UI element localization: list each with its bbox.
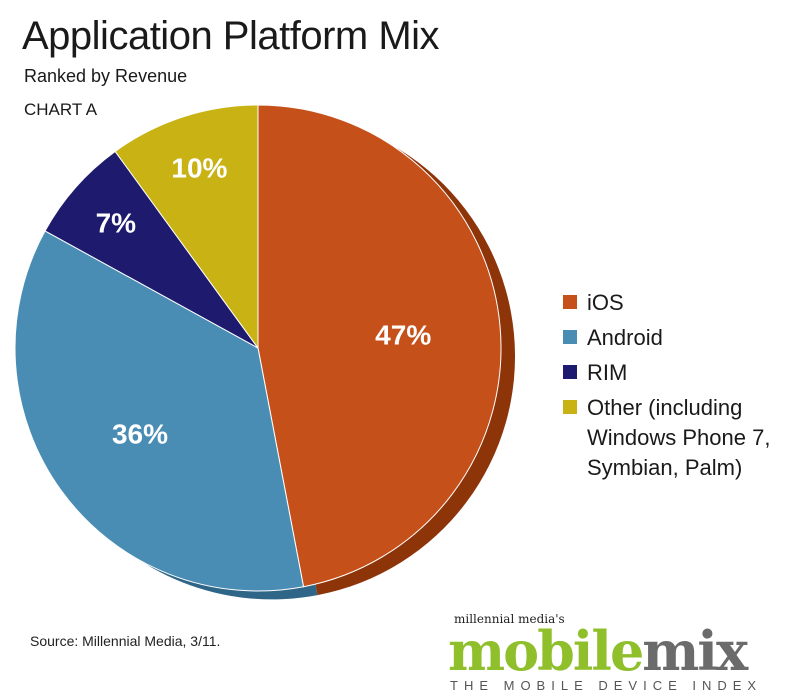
pie-slice-android	[14, 230, 305, 592]
logo-word-mix: mix	[642, 619, 748, 683]
data-label-other-including-windows-phone-7-symbian-palm: 10%	[171, 153, 227, 184]
mobilemix-logo: millennial media's mobilemix THE MOBILE …	[448, 612, 788, 696]
data-label-android: 36%	[112, 419, 168, 450]
logo-word-mobile: mobile	[448, 619, 644, 683]
legend-label: Android	[587, 325, 663, 350]
pie-slice-rim	[44, 150, 259, 349]
chart-title: Application Platform Mix	[22, 14, 440, 58]
source-note: Source: Millennial Media, 3/11.	[30, 633, 221, 649]
legend-swatch	[563, 365, 577, 379]
chart-subtitle: Ranked by Revenue	[24, 66, 188, 86]
legend-label: Other (including Windows Phone 7, Symbia…	[587, 395, 771, 480]
legend-swatch	[563, 295, 577, 309]
logo-tagline-top: millennial media's	[454, 612, 565, 626]
legend-swatch	[563, 330, 577, 344]
logo-wordmark: mobilemix	[448, 619, 748, 683]
chart-label: CHART A	[24, 100, 98, 119]
legend-item-rim: RIM	[563, 358, 777, 388]
legend: iOS Android RIM Other (including Windows Ph…	[563, 288, 777, 488]
data-label-ios: 47%	[375, 319, 431, 350]
pie-slice-ios	[257, 104, 502, 588]
pie-slice-other-including-windows-phone-7-symbian-palm	[114, 104, 259, 350]
legend-label: RIM	[587, 360, 628, 385]
legend-swatch	[563, 400, 577, 414]
logo-tagline-bottom: THE MOBILE DEVICE INDEX	[450, 678, 763, 693]
data-label-rim: 7%	[96, 208, 137, 239]
legend-item-android: Android	[563, 323, 777, 353]
legend-item-ios: iOS	[563, 288, 777, 318]
legend-item-other-including-windows-phone-7-symbian-palm: Other (including Windows Phone 7, Symbia…	[563, 393, 777, 483]
legend-label: iOS	[587, 290, 624, 315]
